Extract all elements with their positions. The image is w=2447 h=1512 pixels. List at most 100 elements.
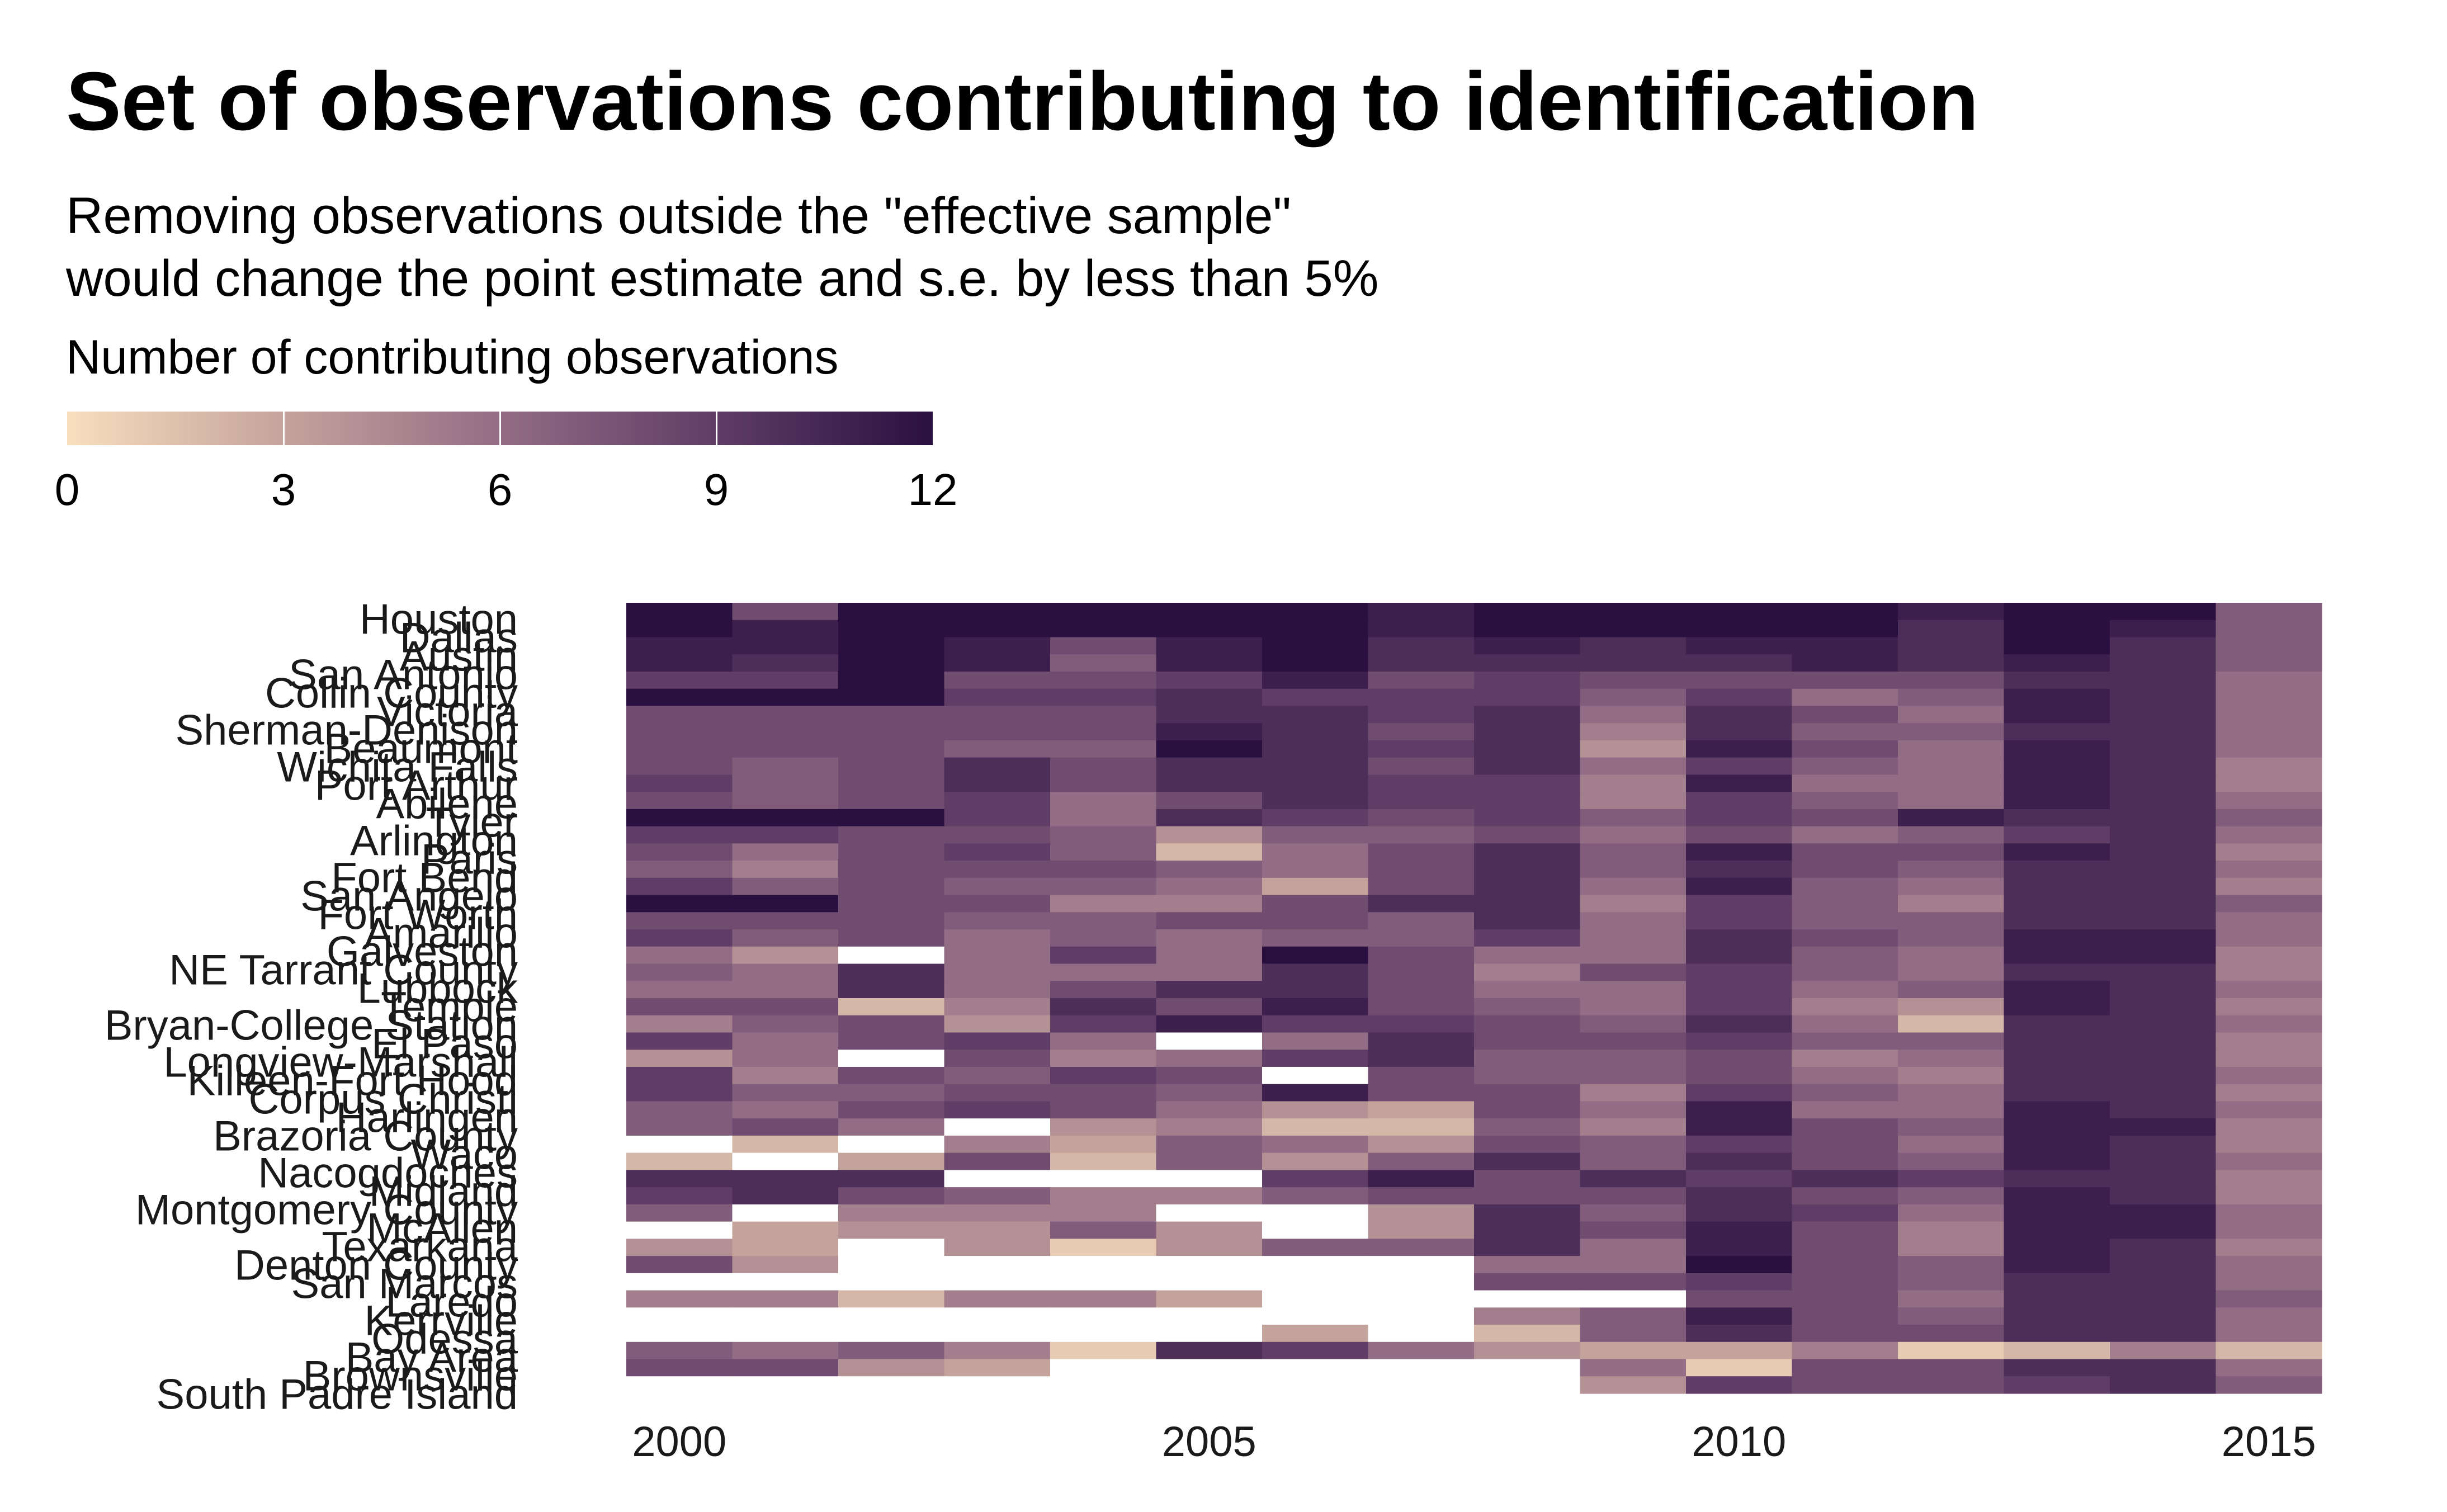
- heatmap-cell: [2004, 998, 2110, 1016]
- heatmap-cell: [1686, 826, 1793, 844]
- heatmap-cell: [944, 1135, 1051, 1154]
- heatmap-cell: [1792, 1066, 1898, 1085]
- heatmap-cell: [1898, 1221, 2005, 1239]
- heatmap-cell: [2110, 1152, 2217, 1170]
- y-axis-label: Brazoria County: [213, 1113, 518, 1160]
- heatmap-cell: [2215, 1359, 2322, 1377]
- heatmap-cell: [1262, 1290, 1369, 1308]
- heatmap-cell: [944, 929, 1051, 947]
- heatmap-cell: [1474, 620, 1581, 638]
- heatmap-cell: [626, 774, 733, 792]
- heatmap-cell: [1050, 1066, 1157, 1085]
- heatmap-cell: [838, 603, 945, 621]
- heatmap-cell: [1368, 1325, 1475, 1343]
- legend-tick-label: 12: [908, 465, 958, 514]
- heatmap-cell: [2215, 1135, 2322, 1154]
- heatmap-cell: [838, 637, 945, 655]
- heatmap-cell: [944, 1152, 1051, 1170]
- heatmap-cell: [1262, 723, 1369, 741]
- heatmap-cell: [838, 774, 945, 792]
- heatmap-cell: [732, 1376, 839, 1394]
- heatmap-cell: [838, 1170, 945, 1188]
- heatmap-cell: [838, 895, 945, 913]
- heatmap-cell: [732, 1135, 839, 1154]
- heatmap-cell: [2215, 1066, 2322, 1085]
- y-axis-label: Brownsville: [303, 1353, 518, 1400]
- heatmap-cell: [1368, 671, 1475, 689]
- heatmap-cell: [1156, 637, 1263, 655]
- heatmap-cell: [1580, 1290, 1687, 1308]
- heatmap-cell: [1262, 1135, 1369, 1154]
- heatmap-cell: [1368, 1118, 1475, 1136]
- heatmap-cell: [838, 1239, 945, 1256]
- heatmap-cell: [1580, 1359, 1687, 1377]
- heatmap-cell: [1686, 1273, 1793, 1291]
- heatmap-cell: [838, 706, 945, 724]
- heatmap-cell: [1050, 1307, 1157, 1325]
- heatmap-cell: [1686, 1376, 1793, 1394]
- heatmap-cell: [732, 1273, 839, 1291]
- heatmap-cell: [1792, 1307, 1898, 1325]
- heatmap-cell: [944, 1084, 1051, 1102]
- heatmap-cell: [1580, 1221, 1687, 1239]
- heatmap-cell: [2004, 1187, 2110, 1205]
- heatmap-cell: [1368, 1101, 1475, 1119]
- heatmap-cell: [838, 792, 945, 810]
- y-axis-label: Abilene: [376, 781, 518, 828]
- heatmap-cell: [944, 981, 1051, 999]
- heatmap-cell: [1050, 1204, 1157, 1222]
- heatmap-cell: [1792, 603, 1898, 621]
- heatmap-cell: [1792, 1256, 1898, 1274]
- heatmap-cell: [1580, 1273, 1687, 1291]
- heatmap-cell: [1686, 1118, 1793, 1136]
- heatmap-cell: [2004, 912, 2110, 930]
- heatmap-cell: [1262, 792, 1369, 810]
- heatmap-cell: [2215, 912, 2322, 930]
- legend-tick-mark: [499, 412, 501, 445]
- heatmap-cell: [1792, 792, 1898, 810]
- y-axis-label: Paris: [421, 836, 518, 883]
- heatmap-cell: [2215, 1170, 2322, 1188]
- y-axis-label: Collin County: [265, 670, 518, 717]
- heatmap-cell: [2110, 1187, 2217, 1205]
- heatmap-cell: [1898, 981, 2005, 999]
- heatmap-cell: [838, 740, 945, 758]
- heatmap-cell: [1580, 1050, 1687, 1067]
- heatmap-cell: [1368, 620, 1475, 638]
- heatmap-cell: [1898, 1050, 2005, 1067]
- heatmap-cell: [944, 706, 1051, 724]
- heatmap-cell: [1686, 998, 1793, 1016]
- heatmap-cell: [1792, 620, 1898, 638]
- heatmap-cell: [1050, 1290, 1157, 1308]
- y-axis-label: McAllen: [367, 1205, 518, 1253]
- heatmap-cell: [1050, 1101, 1157, 1119]
- heatmap-cell: [2215, 1290, 2322, 1308]
- heatmap-cell: [1686, 946, 1793, 965]
- heatmap-cell: [1262, 706, 1369, 724]
- heatmap-cell: [1050, 1170, 1157, 1188]
- heatmap-cell: [1898, 1256, 2005, 1274]
- heatmap-cell: [838, 1187, 945, 1205]
- heatmap-cell: [944, 861, 1051, 878]
- heatmap-cell: [732, 757, 839, 775]
- heatmap-cell: [1686, 877, 1793, 896]
- heatmap-cell: [1898, 1204, 2005, 1222]
- heatmap-cell: [1898, 826, 2005, 844]
- heatmap-cell: [1792, 1032, 1898, 1050]
- heatmap-cell: [838, 843, 945, 861]
- y-axis-label: Montgomery County: [135, 1187, 518, 1234]
- heatmap-cell: [1262, 1376, 1369, 1394]
- heatmap-cell: [2215, 946, 2322, 965]
- heatmap-cell: [1050, 1239, 1157, 1256]
- heatmap-cell: [1474, 1256, 1581, 1274]
- heatmap-cell: [732, 1341, 839, 1360]
- heatmap-cell: [1792, 1118, 1898, 1136]
- heatmap-cell: [1686, 1101, 1793, 1119]
- heatmap-cell: [1368, 861, 1475, 878]
- heatmap-cell: [838, 671, 945, 689]
- heatmap-cell: [1368, 792, 1475, 810]
- heatmap-cell: [2110, 861, 2217, 878]
- heatmap-cell: [1580, 1152, 1687, 1170]
- heatmap-cell: [1898, 774, 2005, 792]
